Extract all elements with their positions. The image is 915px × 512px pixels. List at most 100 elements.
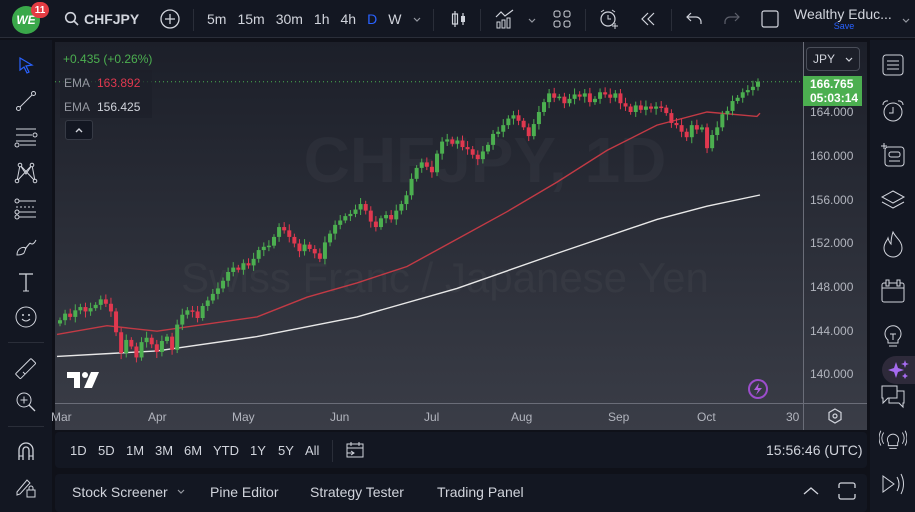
candle	[287, 230, 292, 237]
candle	[215, 288, 220, 294]
collapse-legend-button[interactable]	[65, 120, 93, 140]
candle	[506, 118, 511, 126]
chevron-down-icon[interactable]	[412, 14, 422, 24]
add-list-button[interactable]	[879, 141, 907, 169]
timeframe-15m[interactable]: 15m	[237, 11, 265, 27]
go-to-date-icon[interactable]	[345, 441, 365, 459]
zoom-in-tool[interactable]	[13, 389, 39, 415]
candles-icon	[451, 11, 465, 27]
streams-icon	[879, 430, 907, 449]
ai-assistant-button[interactable]	[882, 356, 915, 384]
price-tick: 148.000	[810, 280, 854, 294]
range-All[interactable]: All	[305, 443, 320, 458]
text-icon	[19, 273, 33, 292]
maximize-panel-icon[interactable]	[837, 482, 857, 500]
fib-tool[interactable]	[13, 196, 39, 222]
ema-slow-label[interactable]: EMA	[64, 100, 91, 114]
indicators-button[interactable]	[494, 8, 516, 30]
symbol-search-button[interactable]: CHFJPY	[64, 0, 139, 38]
replay-icon	[641, 12, 655, 26]
range-5Y[interactable]: 5Y	[278, 443, 294, 458]
range-3M[interactable]: 3M	[155, 443, 174, 458]
tab-pine-editor[interactable]: Pine Editor	[210, 484, 279, 500]
timeframe-4h[interactable]: 4h	[340, 11, 357, 27]
add-symbol-button[interactable]	[159, 8, 181, 30]
layout-name-button[interactable]: Wealthy Educ... Save	[794, 6, 894, 31]
range-1M[interactable]: 1M	[126, 443, 145, 458]
candle	[710, 135, 715, 149]
time-tick: Jun	[330, 410, 350, 424]
range-1D[interactable]: 1D	[70, 443, 87, 458]
price-tick: 160.000	[810, 149, 854, 163]
tab-trading-panel[interactable]: Trading Panel	[437, 484, 524, 500]
tab-strategy-tester[interactable]: Strategy Tester	[310, 484, 404, 500]
magnet-tool[interactable]	[13, 438, 39, 464]
text-tool[interactable]	[13, 269, 39, 295]
ema-fast-label[interactable]: EMA	[64, 76, 91, 90]
time-tick: 30	[786, 410, 800, 424]
candle	[684, 131, 689, 138]
news-button[interactable]	[879, 470, 907, 498]
timeframe-30m[interactable]: 30m	[275, 11, 303, 27]
chat-button[interactable]	[879, 382, 907, 410]
layouts-button[interactable]	[551, 8, 573, 30]
pattern-tool[interactable]	[13, 160, 39, 186]
utc-clock[interactable]: 15:56:46 (UTC)	[766, 442, 863, 458]
candle	[205, 300, 210, 306]
time-axis[interactable]	[55, 403, 867, 430]
watchlist-button[interactable]	[879, 51, 907, 79]
candle	[154, 344, 159, 352]
candle	[674, 122, 679, 126]
save-link[interactable]: Save	[833, 21, 855, 31]
candle	[435, 153, 440, 173]
horizontal-lines-icon	[14, 128, 38, 148]
tab-stock-screener[interactable]: Stock Screener	[72, 484, 168, 500]
currency-selector[interactable]: JPY	[806, 47, 860, 71]
range-1Y[interactable]: 1Y	[250, 443, 266, 458]
brush-tool[interactable]	[13, 234, 39, 260]
ruler-tool[interactable]	[13, 356, 39, 382]
range-YTD[interactable]: YTD	[213, 443, 239, 458]
candle	[58, 320, 62, 324]
redo-button[interactable]	[721, 8, 743, 30]
range-6M[interactable]: 6M	[184, 443, 203, 458]
candle	[292, 236, 297, 244]
timeframe-5m[interactable]: 5m	[207, 11, 227, 27]
ideas-button[interactable]	[879, 322, 907, 350]
chart-settings-icon[interactable]	[827, 408, 843, 424]
timeframe-D[interactable]: D	[367, 11, 378, 27]
fullscreen-button[interactable]	[759, 8, 781, 30]
candle	[226, 271, 231, 281]
expand-panel-icon[interactable]	[802, 484, 820, 498]
layers-button[interactable]	[879, 186, 907, 214]
layout-menu-chevron-icon[interactable]	[901, 15, 911, 25]
horizontal-lines-tool[interactable]	[13, 124, 39, 150]
events-button[interactable]	[748, 379, 768, 399]
candle	[679, 125, 684, 132]
brush-icon	[16, 239, 37, 256]
range-5D[interactable]: 5D	[98, 443, 115, 458]
alerts-button[interactable]	[879, 97, 907, 125]
current-price: 166.765	[810, 77, 854, 91]
timeframe-W[interactable]: W	[388, 11, 402, 27]
chart-type-button[interactable]	[448, 8, 470, 30]
tradingview-logo-icon[interactable]	[66, 371, 100, 389]
candle	[378, 218, 383, 228]
emoji-tool[interactable]	[13, 304, 39, 330]
indicators-chevron-icon[interactable]	[527, 15, 537, 25]
trend-line-tool[interactable]	[13, 88, 39, 114]
timeframe-1h[interactable]: 1h	[313, 11, 330, 27]
alert-button[interactable]	[598, 8, 620, 30]
undo-button[interactable]	[683, 8, 705, 30]
chart-pane[interactable]: CHFJPY, 1D Swiss Franc / Japanese Yen	[55, 42, 867, 430]
candle	[633, 105, 638, 112]
replay-button[interactable]	[637, 8, 659, 30]
cursor-tool[interactable]	[13, 52, 39, 78]
hotlist-button[interactable]	[879, 230, 907, 258]
chevron-down-icon[interactable]	[176, 488, 186, 496]
price-chart[interactable]: CHFJPY, 1D Swiss Franc / Japanese Yen	[55, 42, 867, 430]
streams-button[interactable]	[879, 426, 907, 454]
lock-drawings-tool[interactable]	[13, 474, 39, 500]
calendar-button[interactable]	[879, 277, 907, 305]
candle	[582, 93, 587, 97]
